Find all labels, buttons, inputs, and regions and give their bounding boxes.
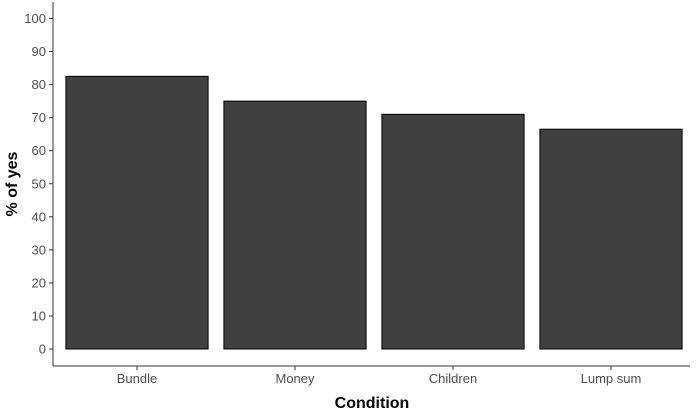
bars <box>65 75 683 350</box>
x-axis-title: Condition <box>335 395 410 410</box>
bar-children <box>381 113 525 350</box>
x-tick-label: Lump sum <box>581 371 642 386</box>
y-tick-label: 0 <box>39 342 46 357</box>
y-tick-label: 50 <box>32 176 46 191</box>
y-tick-label: 30 <box>32 242 46 257</box>
y-tick-label: 60 <box>32 143 46 158</box>
x-tick-label: Bundle <box>117 371 157 386</box>
bar-lump-sum <box>539 128 683 350</box>
y-tick-label: 40 <box>32 209 46 224</box>
x-axis: Bundle Money Children Lump sum <box>53 365 690 386</box>
x-axis-ticks: Bundle Money Children Lump sum <box>117 366 642 386</box>
y-axis-ticks: 0 10 20 30 40 50 60 70 80 90 100 <box>24 11 53 357</box>
y-axis: 0 10 20 30 40 50 60 70 80 90 100 <box>24 2 54 366</box>
bar-bundle <box>65 75 209 350</box>
y-tick-label: 90 <box>32 44 46 59</box>
y-tick-label: 80 <box>32 77 46 92</box>
y-tick-label: 100 <box>24 11 46 26</box>
y-tick-label: 70 <box>32 110 46 125</box>
x-tick-label: Children <box>429 371 477 386</box>
y-axis-title: % of yes <box>4 151 21 216</box>
x-tick-label: Money <box>275 371 315 386</box>
y-tick-label: 10 <box>32 308 46 323</box>
y-tick-label: 20 <box>32 275 46 290</box>
bar-money <box>223 100 367 350</box>
